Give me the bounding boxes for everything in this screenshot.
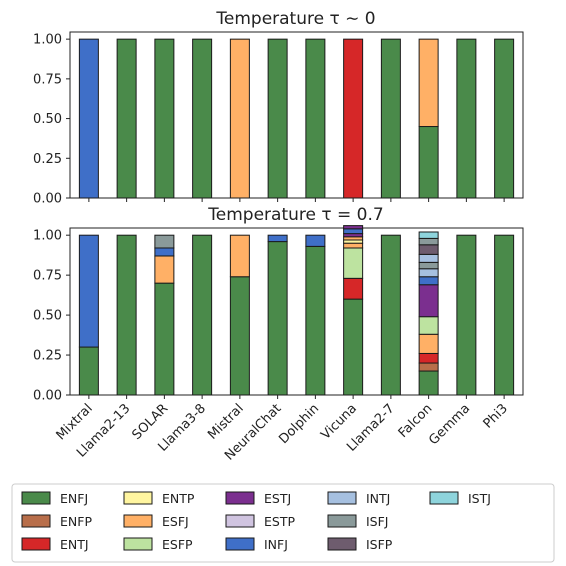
bar-segment-infj <box>305 234 326 247</box>
bar-segment-estj <box>343 225 364 230</box>
y-tick-label: 0.75 <box>33 72 62 87</box>
bar-segment-infj <box>78 38 99 199</box>
legend-swatch-enfj <box>21 491 51 505</box>
legend-label-infj: INFJ <box>264 537 288 552</box>
bar-segment-estj <box>418 284 439 318</box>
legend-label-entp: ENTP <box>162 491 195 506</box>
legend-swatch-estj <box>225 491 255 505</box>
legend-swatch-enfp <box>21 514 51 528</box>
y-tick-label: 0.00 <box>33 389 62 404</box>
bar-segment-esfj <box>418 333 439 354</box>
legend: ENFJ ENFP ENTJ ENTP ESFJ ESFP ESTJ ESTP INFJ INTJ… <box>11 483 555 563</box>
legend-swatch-esfj <box>123 514 153 528</box>
bar-segment-infj <box>267 234 288 243</box>
bar-segment-enfj <box>229 276 250 396</box>
bar-segment-enfj <box>418 370 439 396</box>
legend-swatch-isfp <box>327 537 357 551</box>
bar-segment-isfj <box>154 234 175 249</box>
panel-0-frame <box>69 31 524 199</box>
x-tick-label: Phi3 <box>481 401 511 431</box>
bar-segment-infj <box>154 247 175 257</box>
bar-segment-infj <box>78 234 99 348</box>
x-tick-label: Gemma <box>426 401 473 448</box>
bar-segment-esfp <box>418 316 439 335</box>
bar-segment-esfp <box>343 247 364 279</box>
bar-segment-entj <box>343 277 364 300</box>
bar-segment-enfp <box>418 362 439 372</box>
panel-1-title: Temperature τ = 0.7 <box>207 205 383 225</box>
bar-segment-infj <box>343 228 364 235</box>
legend-swatch-esfp <box>123 537 153 551</box>
legend-swatch-intj <box>327 491 357 505</box>
bar-segment-intj <box>418 268 439 278</box>
y-tick-label: 1.00 <box>33 33 62 48</box>
legend-label-isfp: ISFP <box>366 537 393 552</box>
bar-segment-enfj <box>343 298 364 396</box>
bar-segment-enfj <box>418 126 439 199</box>
legend-swatch-isfj <box>327 514 357 528</box>
legend-swatch-entj <box>21 537 51 551</box>
bar-segment-enfj <box>154 38 175 199</box>
bar-segment-esfj <box>418 38 439 128</box>
legend-swatch-entp <box>123 491 153 505</box>
bar-segment-enfj <box>380 234 401 396</box>
bar-segment-esfj <box>343 242 364 249</box>
bar-segment-enfj <box>267 241 288 396</box>
bar-segment-entj <box>418 352 439 364</box>
bar-segment-isfj <box>418 261 439 270</box>
bar-segment-intj <box>418 253 439 263</box>
bar-segment-esfj <box>229 38 250 199</box>
bar-segment-enfj <box>192 38 213 199</box>
bar-segment-istj <box>418 231 439 239</box>
bar-segment-isfp <box>418 244 439 255</box>
bar-segment-enfj <box>380 38 401 199</box>
bar-segment-esfj <box>229 234 250 278</box>
y-tick-label: 0.00 <box>33 192 62 207</box>
bar-segment-enfj <box>494 234 515 396</box>
y-tick-label: 0.25 <box>33 349 62 364</box>
bar-segment-enfj <box>154 282 175 396</box>
bar-segment-enfj <box>267 38 288 199</box>
legend-label-estp: ESTP <box>264 514 295 529</box>
bar-segment-enfj <box>305 38 326 199</box>
panel-1-frame <box>69 227 524 396</box>
y-tick-label: 0.50 <box>33 309 62 324</box>
bar-segment-esfj <box>154 255 175 284</box>
legend-label-intj: INTJ <box>366 491 390 506</box>
bar-segment-enfj <box>456 38 477 199</box>
bar-segment-enfj <box>116 234 137 396</box>
legend-label-esfp: ESFP <box>162 537 193 552</box>
panel-temperature-0-7: Temperature τ = 0.7 0.00 0.25 0.50 0.75 1.00… <box>33 205 524 464</box>
x-tick-label: Dolphin <box>276 401 322 447</box>
bar-segment-isfj <box>418 237 439 246</box>
legend-label-istj: ISTJ <box>468 491 491 506</box>
legend-swatch-estp <box>225 514 255 528</box>
legend-label-esfj: ESFJ <box>162 514 189 529</box>
y-tick-label: 0.75 <box>33 269 62 284</box>
legend-label-enfj: ENFJ <box>60 491 88 506</box>
y-tick-label: 1.00 <box>33 229 62 244</box>
bar-segment-enfj <box>192 234 213 396</box>
bar-segment-enfj <box>78 346 99 396</box>
bar-segment-entj <box>343 38 364 199</box>
legend-swatch-infj <box>225 537 255 551</box>
legend-label-estj: ESTJ <box>264 491 291 506</box>
panel-0-title: Temperature τ ∼ 0 <box>215 9 375 29</box>
bar-segment-enfj <box>305 245 326 396</box>
y-tick-label: 0.50 <box>33 112 62 127</box>
bar-segment-infj <box>418 276 439 286</box>
legend-label-isfj: ISFJ <box>366 514 389 529</box>
legend-label-enfp: ENFP <box>60 514 92 529</box>
legend-swatch-istj <box>429 491 459 505</box>
bar-segment-enfj <box>116 38 137 199</box>
y-tick-label: 0.25 <box>33 152 62 167</box>
panel-temperature-0: Temperature τ ∼ 0 0.00 0.25 0.50 0.75 1.00 <box>33 9 524 207</box>
legend-label-entj: ENTJ <box>60 537 89 552</box>
bar-segment-enfj <box>494 38 515 199</box>
bar-segment-enfj <box>456 234 477 396</box>
